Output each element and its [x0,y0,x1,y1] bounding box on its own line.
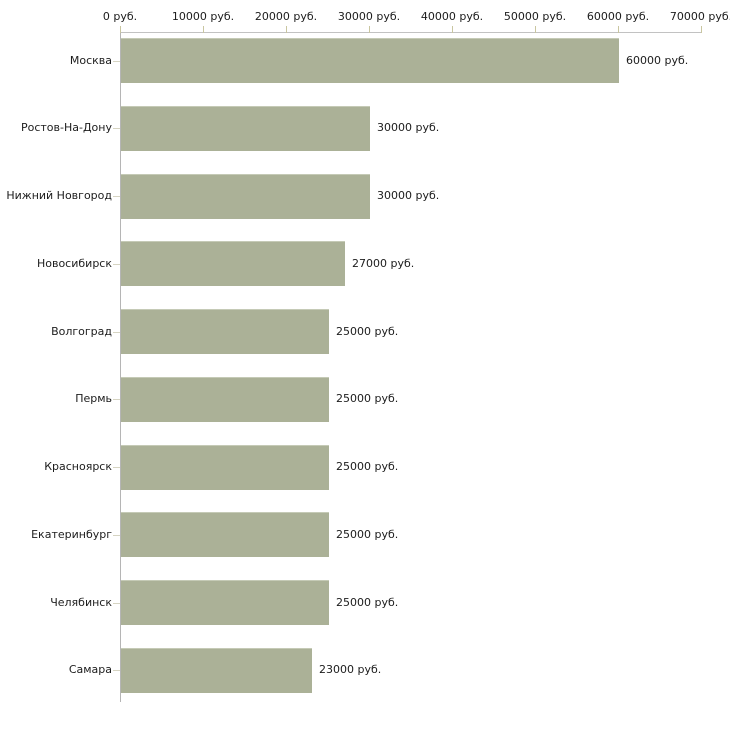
value-label: 27000 руб. [352,257,415,270]
category-label: Ростов-На-Дону [20,121,112,134]
bar [121,512,329,557]
value-label: 25000 руб. [336,528,399,541]
y-axis-tick [113,399,120,400]
y-axis-tick [113,535,120,536]
category-label: Москва [69,54,112,67]
y-axis-tick [113,264,120,265]
x-axis-tick-label: 70000 руб. [669,10,730,23]
x-axis-tick [203,26,204,33]
y-axis-tick [113,467,120,468]
category-label: Нижний Новгород [6,189,112,202]
value-label: 30000 руб. [377,121,440,134]
value-label: 25000 руб. [336,392,399,405]
y-axis-tick [113,128,120,129]
value-label: 60000 руб. [626,54,689,67]
category-label: Новосибирск [36,257,112,270]
y-axis-line [120,32,121,702]
y-axis-tick [113,332,120,333]
category-label: Самара [68,663,112,676]
y-axis-tick [113,670,120,671]
x-axis-tick [701,26,702,33]
bar [121,580,329,625]
x-axis-tick-label: 20000 руб. [254,10,318,23]
bar [121,38,619,83]
bar [121,106,370,151]
category-label: Красноярск [44,460,112,473]
bar [121,241,345,286]
x-axis-tick-label: 30000 руб. [337,10,401,23]
y-axis-tick [113,61,120,62]
value-label: 25000 руб. [336,596,399,609]
x-axis-tick [120,26,121,33]
bar [121,309,329,354]
y-axis-tick [113,603,120,604]
value-label: 25000 руб. [336,460,399,473]
value-label: 30000 руб. [377,189,440,202]
x-axis-tick-label: 60000 руб. [586,10,650,23]
y-axis-tick [113,196,120,197]
x-axis-tick-label: 50000 руб. [503,10,567,23]
x-axis-tick [369,26,370,33]
value-label: 23000 руб. [319,663,382,676]
category-label: Волгоград [51,325,112,338]
bar [121,377,329,422]
value-label: 25000 руб. [336,325,399,338]
x-axis-tick [286,26,287,33]
x-axis-tick-label: 40000 руб. [420,10,484,23]
category-label: Челябинск [50,596,112,609]
category-label: Екатеринбург [31,528,112,541]
category-label: Пермь [75,392,112,405]
x-axis-tick-label: 10000 руб. [171,10,235,23]
x-axis-tick [618,26,619,33]
x-axis-tick [535,26,536,33]
bar [121,648,312,693]
x-axis-tick-label: 0 руб. [102,10,138,23]
x-axis-line [120,32,702,33]
x-axis-tick [452,26,453,33]
bar [121,445,329,490]
bar [121,174,370,219]
